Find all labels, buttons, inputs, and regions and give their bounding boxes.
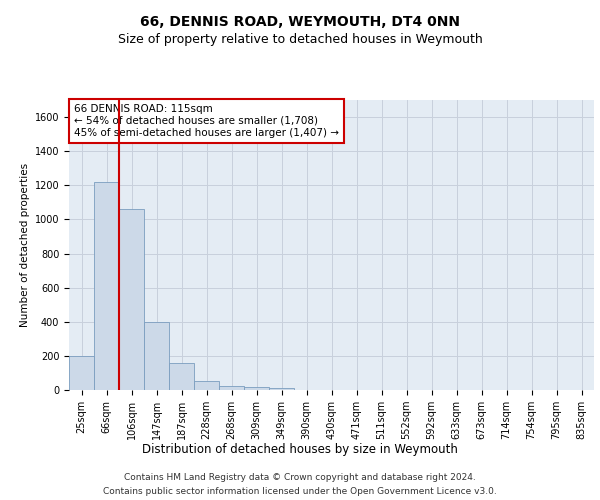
Text: Contains HM Land Registry data © Crown copyright and database right 2024.: Contains HM Land Registry data © Crown c… — [124, 472, 476, 482]
Y-axis label: Number of detached properties: Number of detached properties — [20, 163, 31, 327]
Text: Contains public sector information licensed under the Open Government Licence v3: Contains public sector information licen… — [103, 488, 497, 496]
Bar — [144, 322, 169, 390]
Bar — [219, 386, 244, 390]
Bar — [94, 182, 119, 390]
Bar — [269, 388, 294, 390]
Bar — [69, 356, 94, 390]
Bar — [169, 362, 194, 390]
Bar — [244, 388, 269, 390]
Bar — [194, 380, 219, 390]
Text: 66, DENNIS ROAD, WEYMOUTH, DT4 0NN: 66, DENNIS ROAD, WEYMOUTH, DT4 0NN — [140, 15, 460, 29]
Bar — [119, 209, 144, 390]
Text: 66 DENNIS ROAD: 115sqm
← 54% of detached houses are smaller (1,708)
45% of semi-: 66 DENNIS ROAD: 115sqm ← 54% of detached… — [74, 104, 339, 138]
Text: Distribution of detached houses by size in Weymouth: Distribution of detached houses by size … — [142, 442, 458, 456]
Text: Size of property relative to detached houses in Weymouth: Size of property relative to detached ho… — [118, 32, 482, 46]
